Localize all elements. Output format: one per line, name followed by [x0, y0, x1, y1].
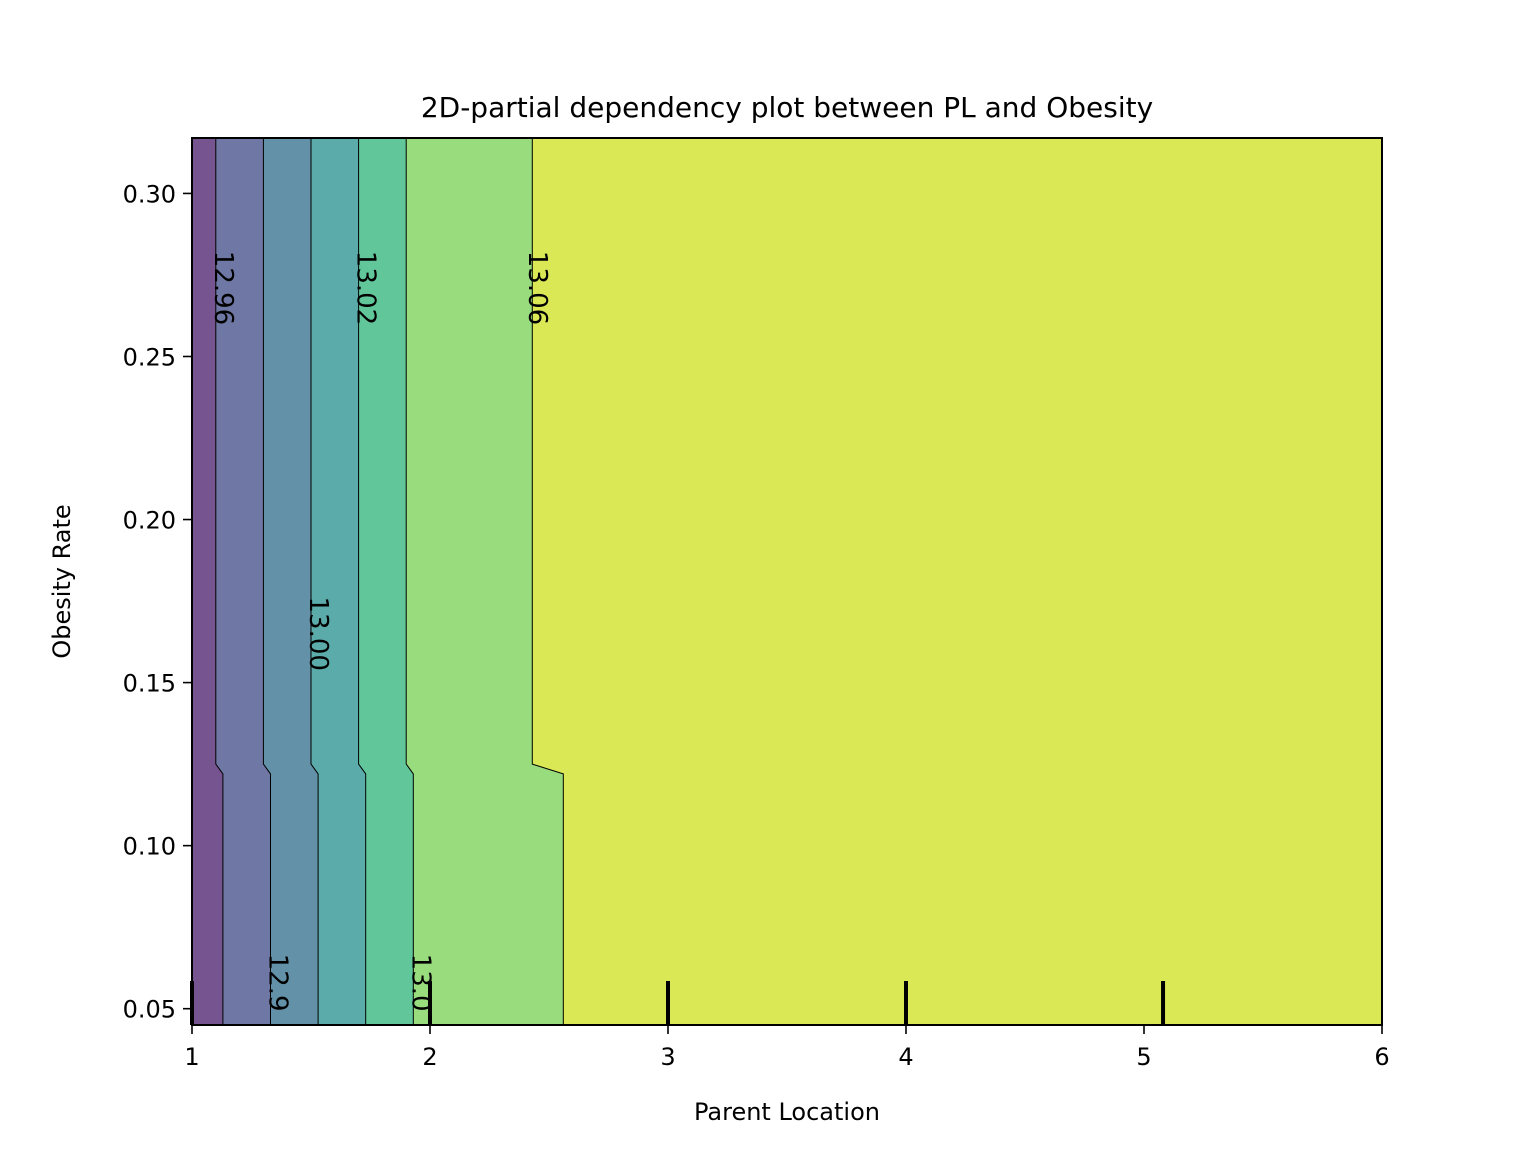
contour-line-4: [358, 138, 367, 1025]
contour-lines: [215, 138, 564, 1025]
svg-text:12.96: 12.96: [208, 251, 238, 325]
chart-title: 2D-partial dependency plot between PL an…: [421, 91, 1153, 124]
y-axis-label: Obesity Rate: [48, 504, 76, 658]
x-tick-label: 1: [184, 1043, 199, 1071]
x-tick-label: 2: [422, 1043, 437, 1071]
x-axis-label: Parent Location: [694, 1098, 880, 1126]
contour-band-3: [263, 137, 319, 1026]
contour-band-7: [531, 137, 1383, 1026]
contour-label-1: 12.96: [208, 241, 238, 335]
x-tick-label: 3: [660, 1043, 675, 1071]
x-tick-label: 5: [1136, 1043, 1151, 1071]
y-axis-ticks: 0.05 0.10 0.15 0.20 0.25 0.30: [123, 180, 192, 1024]
contour-label-4: 13.00: [303, 586, 333, 681]
x-tick-label: 4: [898, 1043, 913, 1071]
y-tick-label: 0.10: [123, 833, 176, 861]
contour-label-3: 13.06: [522, 241, 552, 335]
contour-label-2: 13.02: [351, 241, 381, 335]
svg-text:13.00: 13.00: [303, 596, 333, 670]
svg-text:13.02: 13.02: [351, 251, 381, 325]
x-tick-label: 6: [1374, 1043, 1389, 1071]
y-tick-label: 0.20: [123, 507, 176, 535]
contour-line-3: [310, 138, 319, 1025]
y-tick-label: 0.15: [123, 670, 176, 698]
plot-area-frame: [191, 137, 1383, 1026]
svg-text:12.9: 12.9: [263, 954, 293, 1012]
svg-text:13.06: 13.06: [522, 251, 552, 325]
y-tick-label: 0.05: [123, 996, 176, 1024]
x-axis-ticks: 1 2 3 4 5 6: [184, 1025, 1390, 1071]
contour-line-6: [531, 138, 564, 1025]
contour-label-5: 12.9: [263, 943, 293, 1022]
contour-line-5: [405, 138, 414, 1025]
contour-bands: [191, 137, 1383, 1026]
contour-line-1: [215, 138, 224, 1025]
contour-line-2: [262, 138, 271, 1025]
y-tick-label: 0.30: [123, 180, 176, 208]
y-tick-label: 0.25: [123, 343, 176, 371]
